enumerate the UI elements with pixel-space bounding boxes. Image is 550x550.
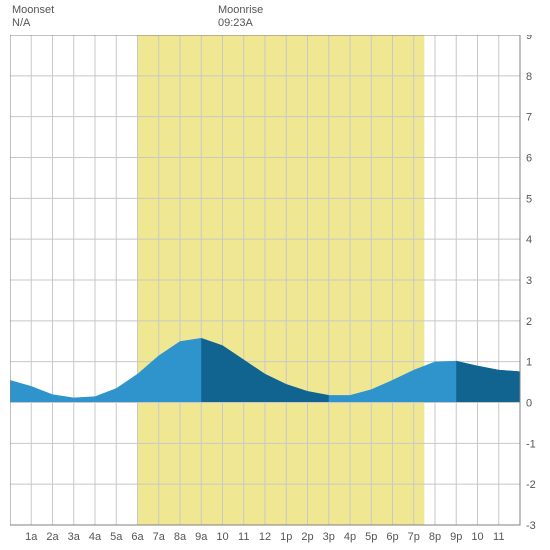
x-tick-label: 5a xyxy=(110,531,123,543)
x-tick-label: 5p xyxy=(365,531,377,543)
x-tick-label: 10 xyxy=(471,531,483,543)
x-tick-label: 8a xyxy=(174,531,187,543)
x-tick-label: 10 xyxy=(216,531,228,543)
y-tick-label: 8 xyxy=(526,71,532,83)
y-tick-label: -2 xyxy=(526,479,536,491)
tide-chart-container: Moonset N/A Moonrise 09:23A 1a 2a 3a 4a 5a 6a… xyxy=(0,0,550,550)
x-tick-label: 11 xyxy=(493,531,504,543)
x-tick-label: 7a xyxy=(153,531,166,543)
x-tick-label: 12 xyxy=(259,531,271,543)
x-tick-label: 1p xyxy=(280,531,292,543)
x-tick-label: 6a xyxy=(131,531,144,543)
y-tick-label: -1 xyxy=(526,438,536,450)
y-tick-label: 0 xyxy=(526,398,532,410)
y-tick-label: 2 xyxy=(526,316,532,328)
moonset-value: N/A xyxy=(12,17,54,30)
moonrise-value: 09:23A xyxy=(218,17,263,30)
y-tick-label: 1 xyxy=(526,357,532,369)
x-tick-label: 4p xyxy=(344,531,356,543)
x-tick-label: 11 xyxy=(238,531,249,543)
y-tick-label: 5 xyxy=(526,193,532,205)
tide-chart: 1a2a3a4a5a6a7a8a9a1011121p2p3p4p5p6p7p8p… xyxy=(10,35,550,550)
y-tick-label: 7 xyxy=(526,112,532,124)
x-tick-label: 1a xyxy=(25,531,38,543)
x-tick-label: 8p xyxy=(429,531,441,543)
x-tick-label: 7p xyxy=(408,531,420,543)
x-tick-label: 2p xyxy=(301,531,313,543)
moonrise-label: Moonrise 09:23A xyxy=(218,4,263,30)
y-tick-label: 3 xyxy=(526,275,532,287)
x-tick-label: 6p xyxy=(386,531,398,543)
y-tick-label: -3 xyxy=(526,520,536,532)
x-tick-label: 4a xyxy=(89,531,102,543)
moonset-title: Moonset xyxy=(12,4,54,17)
moonset-label: Moonset N/A xyxy=(12,4,54,30)
moonrise-title: Moonrise xyxy=(218,4,263,17)
x-tick-label: 3a xyxy=(68,531,81,543)
x-tick-label: 9a xyxy=(195,531,208,543)
y-tick-label: 6 xyxy=(526,153,532,165)
y-tick-label: 9 xyxy=(526,35,532,42)
x-tick-label: 3p xyxy=(323,531,335,543)
x-tick-label: 2a xyxy=(46,531,59,543)
x-tick-label: 9p xyxy=(450,531,462,543)
header-labels: Moonset N/A Moonrise 09:23A xyxy=(0,4,550,34)
y-tick-label: 4 xyxy=(526,234,532,246)
